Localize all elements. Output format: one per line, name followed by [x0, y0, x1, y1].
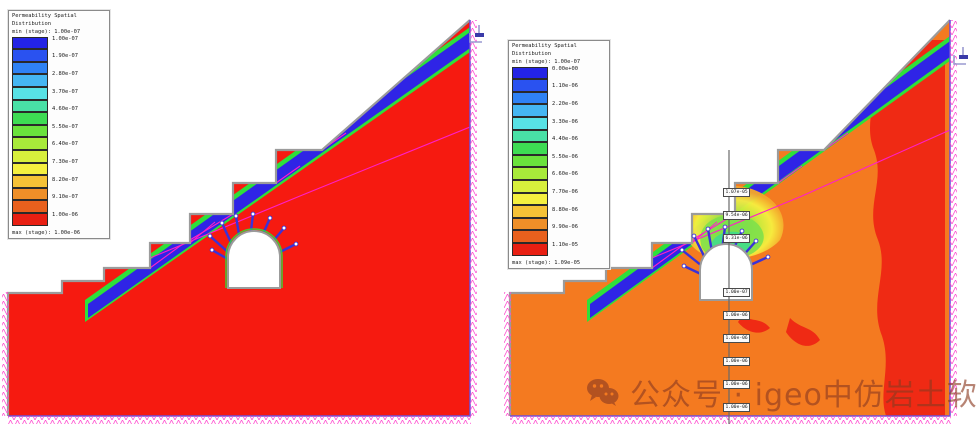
legend-left-tick-0: 1.00e-07 — [52, 35, 78, 42]
right-model-svg — [504, 19, 957, 424]
legend-left-swatch-6 — [12, 112, 48, 125]
legend-right-tick-1: 1.10e-06 — [552, 83, 578, 90]
origin-marker-right — [950, 46, 976, 70]
legend-right-swatch-3 — [512, 104, 548, 117]
query-callout-5[interactable]: 1.00e-06 — [723, 334, 751, 343]
legend-right-swatch-13 — [512, 230, 548, 243]
legend-left-tick-6: 6.40e-07 — [52, 141, 78, 148]
legend-right-tick-6: 6.60e-06 — [552, 171, 578, 178]
legend-right-tick-8: 8.80e-06 — [552, 206, 578, 213]
legend-right-max: max (stage): 1.09e-05 — [512, 259, 581, 266]
query-callout-4[interactable]: 1.00e-06 — [723, 311, 751, 320]
legend-right-swatch-9 — [512, 180, 548, 193]
legend-right-swatch-14 — [512, 243, 548, 256]
tunnel-opening-right[interactable] — [699, 243, 753, 301]
ground-surface-right — [508, 19, 951, 416]
legend-left-swatch-8 — [12, 137, 48, 150]
legend-left-tick-10: 1.00e-06 — [52, 212, 78, 218]
query-callout-7[interactable]: 1.00e-06 — [723, 380, 751, 389]
tunnel-assembly-left[interactable] — [207, 211, 299, 289]
legend-left-swatch-12 — [12, 187, 48, 201]
legend-right-tick-2: 2.20e-06 — [552, 100, 578, 107]
legend-left-tick-2: 2.80e-07 — [52, 70, 78, 77]
roller-restraint-left-edge — [2, 292, 9, 416]
legend-left-tick-5: 5.50e-07 — [52, 123, 78, 130]
legend-right-swatch-5 — [512, 129, 548, 143]
legend-left-swatch-3 — [12, 74, 48, 87]
legend-right-swatch-0 — [512, 66, 548, 80]
legend-right-title-2: Distribution — [512, 51, 551, 58]
legend-permeability-left: Permeability Spatial Distribution min (s… — [8, 10, 110, 240]
legend-right-title-1: Permeability Spatial — [512, 43, 577, 49]
legend-left-min: min (stage): 1.00e-07 — [12, 29, 81, 36]
query-callout-2[interactable]: 6.31e-06 — [723, 234, 751, 243]
legend-right-tick-9: 9.90e-06 — [552, 224, 578, 231]
legend-right-swatch-2 — [512, 91, 548, 105]
legend-left-tick-8: 8.20e-07 — [52, 176, 78, 183]
legend-left-swatch-0 — [12, 36, 48, 50]
legend-right-swatch-11 — [512, 205, 548, 218]
legend-left-tick-1: 1.90e-07 — [52, 53, 78, 60]
legend-left-swatch-10 — [12, 162, 48, 176]
legend-left-swatch-1 — [12, 49, 48, 62]
tunnel-opening-left[interactable] — [227, 230, 281, 289]
legend-permeability-right: Permeability Spatial Distribution min (s… — [508, 40, 610, 270]
legend-right-tick-10: 1.10e-05 — [552, 242, 578, 248]
origin-marker-left — [466, 24, 492, 48]
bolt-heads-left — [207, 211, 299, 253]
roller-restraint-right-edge-right-panel — [950, 20, 957, 416]
legend-left-swatch-5 — [12, 99, 48, 113]
legend-right-tick-3: 3.30e-06 — [552, 118, 578, 125]
query-callout-8[interactable]: 1.00e-06 — [723, 403, 751, 412]
legend-right-swatch-6 — [512, 142, 548, 155]
legend-left-swatch-2 — [12, 61, 48, 75]
bolt-heads-right — [679, 224, 771, 269]
legend-left-tick-4: 4.60e-07 — [52, 106, 78, 113]
legend-left-tick-9: 9.10e-07 — [52, 194, 78, 201]
legend-left-title-1: Permeability Spatial — [12, 13, 77, 19]
legend-left-swatch-4 — [12, 87, 48, 100]
query-callout-1[interactable]: 9.54e-06 — [723, 211, 751, 220]
legend-right-swatch-8 — [512, 167, 548, 180]
legend-left-swatch-11 — [12, 175, 48, 188]
tunnel-liner-left — [225, 228, 283, 288]
ground-surface-left — [6, 19, 471, 416]
left-model-svg — [2, 19, 477, 424]
legend-right-tick-5: 5.50e-06 — [552, 153, 578, 160]
model-viewport-right[interactable] — [490, 0, 976, 435]
query-callout-6[interactable]: 1.00e-06 — [723, 357, 751, 366]
legend-right-tick-0: 0.00e+00 — [552, 65, 578, 72]
permeability-plumes-right — [738, 40, 945, 416]
legend-left-max: max (stage): 1.00e-06 — [12, 229, 81, 236]
legend-left-swatch-14 — [12, 213, 48, 226]
roller-restraint-right-edge — [470, 20, 477, 416]
model-viewport-left[interactable] — [0, 0, 490, 435]
legend-right-min: min (stage): 1.00e-07 — [512, 59, 581, 66]
fixed-restraint-base — [8, 416, 471, 424]
legend-left-swatch-9 — [12, 150, 48, 163]
legend-left-swatches: 1.00e-07 1.90e-07 2.80e-07 3.70e-07 4.60e-07… — [12, 35, 106, 230]
legend-left-swatch-13 — [12, 200, 48, 213]
query-callout-0[interactable]: 1.07e-05 — [723, 188, 751, 197]
legend-left-tick-3: 3.70e-07 — [52, 88, 78, 95]
legend-right-swatches: 0.00e+00 1.10e-06 2.20e-06 3.30e-06 4.40e-06… — [512, 65, 606, 260]
legend-right-swatch-7 — [512, 154, 548, 168]
legend-right-tick-7: 7.70e-06 — [552, 189, 578, 196]
legend-right-swatch-12 — [512, 217, 548, 231]
legend-right-swatch-4 — [512, 117, 548, 130]
legend-left-tick-7: 7.30e-07 — [52, 159, 78, 166]
fixed-restraint-base-right — [510, 416, 951, 424]
legend-right-tick-4: 4.40e-06 — [552, 136, 578, 143]
legend-left-swatch-7 — [12, 124, 48, 138]
legend-left-title-2: Distribution — [12, 21, 51, 28]
legend-right-swatch-10 — [512, 192, 548, 206]
legend-right-swatch-1 — [512, 79, 548, 92]
query-callout-3[interactable]: 1.00e-07 — [723, 288, 751, 297]
roller-restraint-left-edge-right-panel — [504, 292, 511, 416]
